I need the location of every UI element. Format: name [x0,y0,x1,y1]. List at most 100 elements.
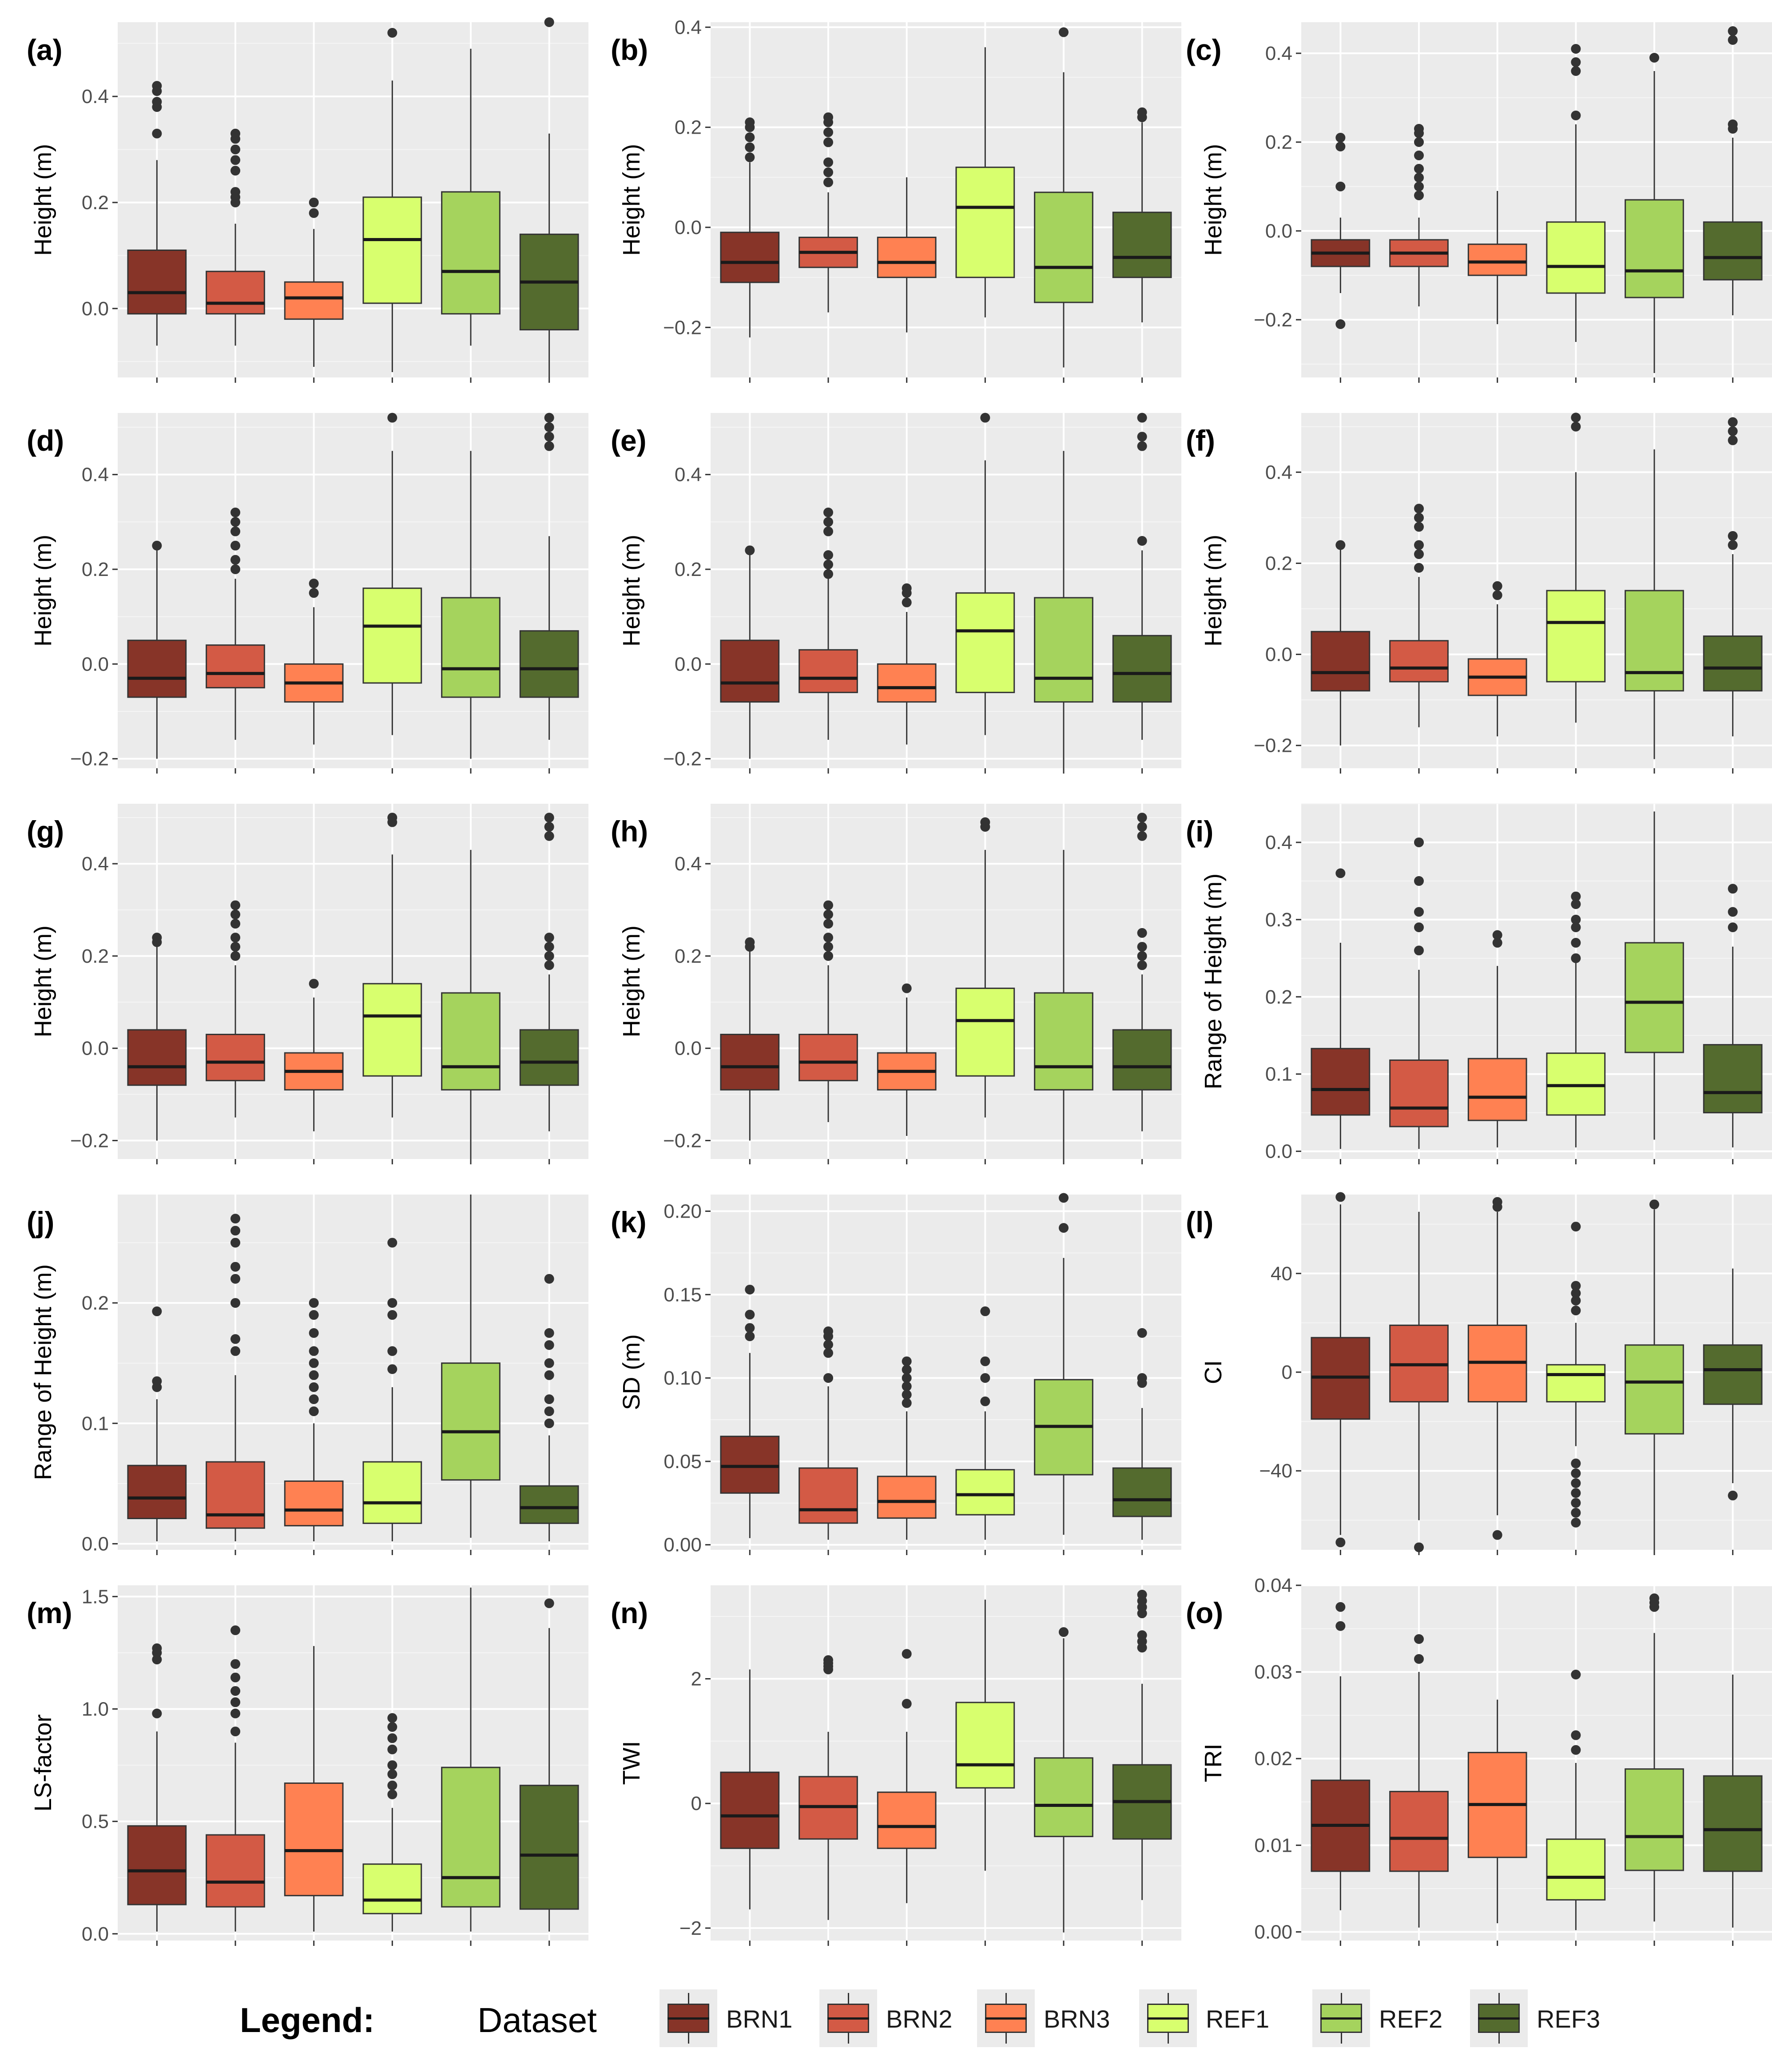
box-brn2 [206,1214,265,1542]
outlier-point [1728,26,1738,36]
outlier-point [1492,590,1502,600]
box-iqr [1112,635,1172,703]
outlier-point [1571,44,1581,54]
outlier-point [1571,1517,1581,1528]
legend-key-brn1 [660,1989,717,2047]
outlier-point [823,1348,833,1358]
y-tick-label: 0.2 [82,1292,109,1314]
outlier-point [230,1226,240,1236]
outlier-point [309,1346,319,1356]
outlier-point [1414,837,1424,847]
box-iqr [1034,992,1093,1091]
box-brn2 [1389,837,1449,1149]
outlier-point [1059,1223,1069,1233]
outlier-point [1414,173,1424,183]
box-ref1 [362,813,422,1118]
outlier-point [1649,1199,1659,1210]
panel-g: −0.2 0.0 0.2 0.4 (g) Height (m) [27,804,588,1164]
outlier-point [387,413,397,423]
outlier-point [1414,540,1424,550]
legend: Legend: Dataset BRN1 BRN2 BRN3 REF1 REF2… [0,1972,1772,2060]
panel-label: (h) [611,815,648,848]
outlier-point [1137,432,1147,442]
box-iqr [519,1029,579,1086]
panel-label: (b) [611,33,648,66]
plot-background [1301,413,1772,768]
outlier-point [309,979,319,989]
box-iqr [1703,1775,1763,1872]
y-tick-label: −0.2 [70,748,109,770]
outlier-point [1571,1498,1581,1508]
outlier-point [1492,938,1502,948]
box-ref2 [1034,849,1093,1159]
box-iqr [519,630,579,698]
box-brn2 [1389,1211,1449,1552]
outlier-point [980,1396,990,1406]
box-brn2 [1389,504,1449,727]
box-ref2 [441,48,501,346]
outlier-point [1492,930,1502,940]
outlier-point [1137,1328,1147,1338]
outlier-point [1137,831,1147,841]
outlier-point [823,137,833,147]
outlier-point [1571,1295,1581,1306]
box-iqr [1467,1058,1527,1121]
box-ref2 [441,451,501,759]
box-iqr [1112,1467,1172,1517]
y-tick-label: 0.20 [664,1201,702,1223]
outlier-point [309,208,319,218]
outlier-point [1335,1192,1346,1202]
panel-label: (c) [1186,33,1222,66]
outlier-point [309,1382,319,1392]
outlier-point [1137,942,1147,952]
legend-key-ref2 [1312,1989,1370,2047]
y-axis-title: Range of Height (m) [1200,873,1227,1089]
outlier-point [544,831,554,841]
box-iqr [1034,191,1093,303]
outlier-point [1059,1193,1069,1203]
outlier-point [823,526,833,536]
outlier-point [1137,1373,1147,1383]
legend-label-brn3: BRN3 [1044,2005,1110,2033]
outlier-point [230,1334,240,1344]
y-tick-label: 0.0 [1265,220,1292,242]
box-brn1 [720,1285,780,1538]
y-tick-label: 0.0 [82,1038,109,1060]
box-iqr [127,1029,187,1086]
box-brn3 [1467,1699,1527,1923]
y-tick-label: 0.4 [675,464,702,486]
outlier-point [152,1306,162,1317]
box-ref3 [1112,1590,1172,1900]
box-iqr [127,1825,187,1905]
y-axis-title: TRI [1200,1744,1227,1782]
panel-m: 0.0 0.5 1.0 1.5 (m) LS-factor [27,1585,588,1946]
outlier-point [980,413,990,423]
outlier-point [230,1672,240,1683]
outlier-point [1571,111,1581,120]
y-tick-label: −0.2 [663,317,702,338]
box-iqr [284,1480,344,1527]
box-iqr [441,992,501,1091]
box-ref1 [362,28,422,373]
legend-title: Legend: [240,2001,375,2040]
box-brn2 [799,1326,858,1540]
box-iqr [284,1782,344,1897]
outlier-point [745,937,755,947]
legend-label-ref1: REF1 [1206,2005,1270,2033]
legend-key-brn3 [977,1989,1035,2047]
y-tick-label: 1.0 [82,1698,109,1720]
plot-background [118,804,588,1159]
panel-label: (j) [27,1206,54,1238]
outlier-point [230,919,240,929]
outlier-point [1571,891,1581,901]
y-tick-label: 0.02 [1254,1748,1292,1770]
outlier-point [309,1406,319,1417]
box-brn1 [720,937,780,1141]
box-iqr [1311,1048,1371,1116]
outlier-point [1414,549,1424,559]
box-iqr [206,1461,265,1529]
outlier-point [230,951,240,961]
box-ref3 [1112,1328,1172,1540]
box-ref2 [1625,1593,1684,1922]
outlier-point [902,1649,912,1659]
